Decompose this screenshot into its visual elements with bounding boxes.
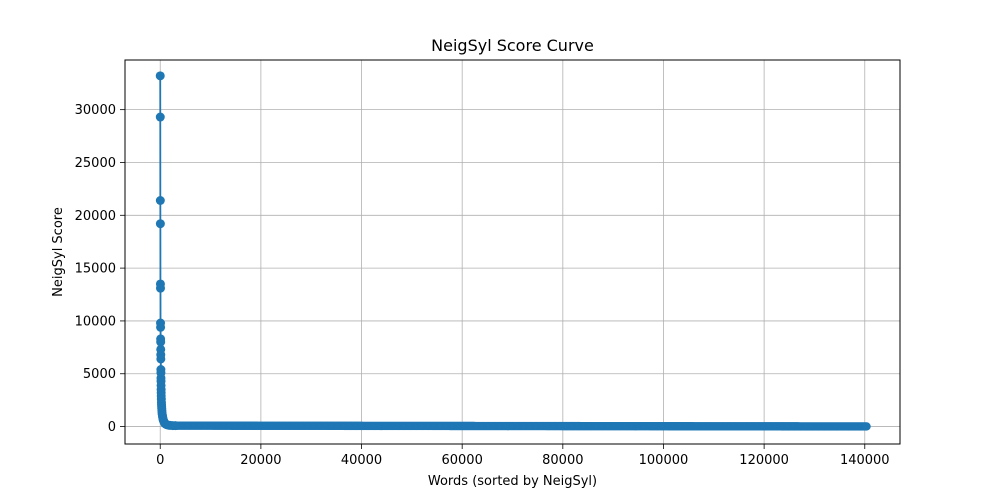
y-tick-label: 30000: [75, 103, 116, 118]
data-point-marker: [155, 112, 165, 122]
data-point-marker: [155, 283, 165, 293]
y-tick-label: 10000: [75, 314, 116, 329]
y-tick-label: 0: [108, 420, 116, 435]
chart-title: NeigSyl Score Curve: [431, 36, 594, 55]
x-axis-ticks: 0 20000 40000 60000 80000 100000 120000 140000: [156, 444, 890, 468]
y-tick-label: 25000: [75, 156, 116, 171]
data-point-marker: [170, 421, 180, 431]
x-tick-label: 140000: [840, 453, 890, 468]
x-tick-label: 80000: [542, 453, 583, 468]
y-tick-label: 5000: [83, 367, 116, 382]
x-tick-label: 20000: [240, 453, 281, 468]
data-point-marker: [862, 422, 871, 431]
x-tick-label: 0: [156, 453, 164, 468]
y-tick-label: 20000: [75, 209, 116, 224]
series-layer: [155, 71, 871, 431]
y-axis-ticks: 0 5000 10000 15000 20000 25000 30000: [75, 103, 125, 435]
x-tick-label: 120000: [739, 453, 789, 468]
data-point-marker: [156, 322, 166, 332]
y-tick-label: 15000: [75, 262, 116, 277]
data-point-marker: [156, 354, 166, 364]
x-tick-label: 60000: [441, 453, 482, 468]
data-point-marker: [155, 196, 165, 205]
data-point-marker: [156, 337, 166, 347]
x-axis-label: Words (sorted by NeigSyl): [428, 474, 597, 489]
data-point-marker: [155, 219, 165, 229]
y-axis-label: NeigSyl Score: [51, 207, 66, 297]
x-tick-label: 40000: [341, 453, 382, 468]
plot-area-frame: [124, 59, 901, 445]
data-point-marker: [155, 71, 165, 81]
x-tick-label: 100000: [639, 453, 689, 468]
